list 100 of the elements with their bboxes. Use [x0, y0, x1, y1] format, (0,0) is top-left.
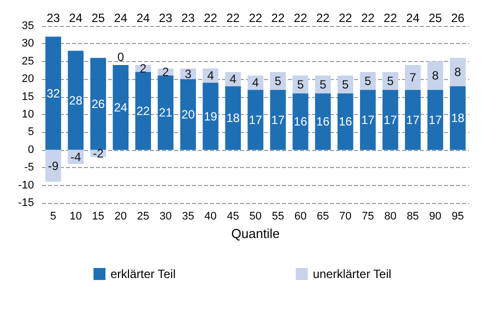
y-tick-label: 10: [22, 108, 34, 120]
y-tick-label: 15: [22, 90, 34, 103]
y-tick-label: -15: [18, 197, 34, 209]
bar: [180, 79, 196, 150]
data-label: 17: [361, 112, 375, 127]
data-label: 17: [428, 112, 442, 127]
text: 22: [248, 11, 262, 25]
text: 22: [226, 11, 240, 25]
bar: [270, 90, 286, 150]
text: 25: [92, 11, 106, 25]
x-tick-label: 80: [384, 210, 396, 222]
data-label: 4: [252, 76, 260, 90]
x-tick-label: 30: [159, 210, 172, 222]
y-tick-label: 30: [22, 38, 34, 50]
x-tick-label: 5: [50, 210, 56, 222]
data-label: 18: [451, 111, 465, 126]
data-label: 17: [248, 112, 262, 127]
bar: [360, 90, 376, 150]
bar: [135, 72, 151, 150]
y-tick-label: 0: [28, 144, 34, 156]
bar: [68, 50, 84, 150]
data-label: 5: [364, 74, 372, 88]
bar: [45, 150, 62, 182]
data-label: 5: [320, 77, 327, 92]
x-tick-label: 15: [92, 210, 104, 222]
data-label: 5: [342, 77, 350, 92]
text: 24: [114, 11, 128, 25]
data-label: -4: [70, 150, 82, 164]
x-axis-title: Quantile: [231, 226, 280, 241]
data-label: 8: [454, 65, 462, 80]
bar: [112, 64, 129, 150]
data-label: 5: [274, 74, 282, 88]
legend-label: unerklärter Teil: [312, 267, 392, 281]
x-tick-label: 55: [272, 210, 284, 222]
x-tick-label: 95: [452, 210, 464, 222]
data-label: 26: [92, 96, 106, 111]
text: 25: [428, 11, 442, 25]
data-label: 5: [297, 77, 304, 92]
bar: [292, 93, 308, 150]
bar: [338, 76, 354, 94]
data-label: 16: [294, 114, 308, 129]
x-tick-label: 70: [339, 210, 352, 222]
data-label: -9: [48, 158, 59, 173]
data-label: 16: [338, 114, 352, 129]
data-label: 8: [432, 68, 439, 83]
data-label: 18: [226, 111, 240, 126]
bar: [202, 82, 218, 150]
x-tick-label: 25: [137, 210, 150, 222]
y-tick-label: -10: [18, 179, 34, 192]
bar: [292, 76, 308, 94]
text: 26: [451, 11, 465, 25]
text: 24: [406, 11, 420, 25]
data-label: 2: [140, 61, 147, 76]
data-label: 4: [207, 68, 214, 83]
data-label: 17: [384, 112, 398, 127]
legend-label: erklärter Teil: [110, 267, 176, 281]
data-label: 28: [69, 93, 83, 108]
bar: [158, 76, 174, 150]
y-tick-label: 35: [22, 20, 34, 32]
data-label: 17: [271, 112, 285, 127]
text: 22: [338, 11, 352, 25]
bar: [450, 58, 466, 86]
data-label: 5: [387, 74, 394, 88]
text: 22: [361, 11, 375, 25]
data-label: 16: [316, 114, 330, 129]
text: 22: [316, 11, 330, 25]
x-tick-label: 10: [70, 210, 82, 222]
x-tick-label: 90: [429, 210, 442, 222]
text: 24: [136, 11, 150, 25]
text: 23: [158, 11, 173, 25]
bar: [315, 93, 331, 150]
x-tick-label: 85: [406, 210, 419, 222]
x-tick-label: 40: [204, 210, 217, 222]
text: 22: [294, 11, 308, 25]
text: 22: [384, 11, 398, 25]
text: 24: [69, 11, 83, 25]
bar: [450, 86, 466, 150]
bar: [315, 76, 331, 94]
bar: [338, 93, 354, 150]
y-tick-label: -5: [24, 162, 34, 174]
data-label: 2: [162, 65, 170, 80]
x-tick-label: 60: [294, 210, 307, 222]
y-tick-label: 20: [22, 73, 34, 86]
y-tick-label: 25: [22, 55, 34, 68]
data-label: 32: [46, 86, 60, 100]
bar: [404, 90, 421, 150]
x-tick-label: 20: [114, 210, 127, 222]
bar: [225, 86, 241, 150]
data-label: 21: [158, 106, 173, 120]
bar: [45, 36, 62, 150]
data-label: 19: [204, 109, 218, 124]
x-tick-label: 75: [362, 210, 374, 222]
bar: [248, 90, 264, 150]
text: 23: [181, 11, 196, 25]
x-tick-label: 45: [226, 210, 240, 222]
x-tick-label: 35: [182, 210, 194, 222]
data-label: 4: [230, 72, 237, 86]
data-label: 0: [117, 50, 124, 64]
y-tick-label: 5: [28, 126, 34, 138]
bar: [382, 90, 398, 150]
